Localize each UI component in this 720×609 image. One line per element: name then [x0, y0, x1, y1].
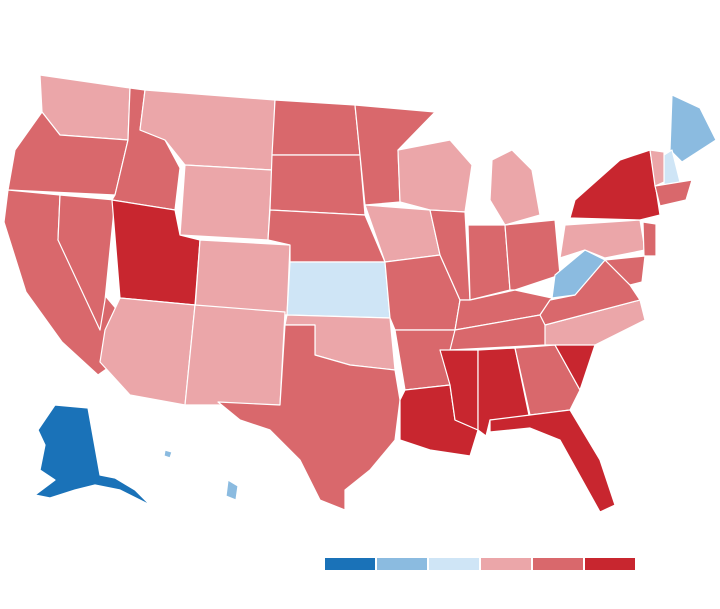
state	[467, 224, 511, 301]
legend-swatch	[377, 558, 427, 570]
legend-swatch	[533, 558, 583, 570]
state	[439, 349, 479, 431]
state	[194, 239, 291, 316]
state	[163, 449, 173, 459]
state	[397, 139, 473, 213]
state	[217, 324, 401, 511]
state	[489, 409, 616, 513]
state	[34, 404, 151, 506]
state	[269, 154, 366, 216]
states	[3, 74, 717, 513]
legend-swatch	[585, 558, 635, 570]
state	[669, 94, 717, 163]
state	[604, 255, 646, 286]
state	[551, 249, 606, 299]
state	[489, 149, 541, 226]
state	[99, 297, 196, 406]
state	[642, 221, 657, 257]
state	[57, 194, 116, 331]
state	[271, 99, 361, 156]
state	[569, 149, 661, 221]
state	[559, 219, 646, 259]
state	[654, 179, 693, 207]
state	[225, 479, 239, 501]
legend	[325, 558, 635, 570]
state	[504, 219, 561, 291]
state	[286, 261, 391, 319]
state	[179, 164, 273, 241]
legend-swatch	[429, 558, 479, 570]
state	[649, 149, 665, 187]
state	[184, 304, 286, 406]
legend-swatch	[481, 558, 531, 570]
legend-swatch	[325, 558, 375, 570]
